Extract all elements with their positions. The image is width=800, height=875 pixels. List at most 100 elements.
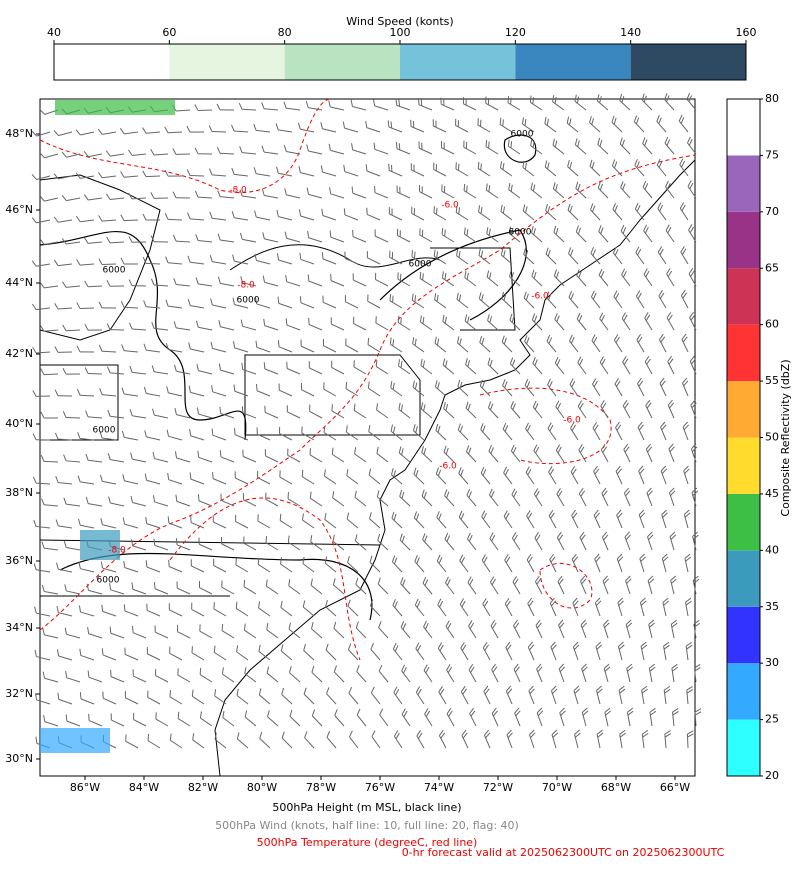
barb-feather [420,402,424,410]
barb-feather [393,730,399,737]
barb-staff [190,391,205,397]
wind-barb [39,152,59,159]
wind-barb [303,687,315,705]
barb-staff [548,471,557,485]
wind-barb [389,250,403,265]
barb-feather [643,268,648,275]
barb-feather [222,710,225,718]
barb-feather [615,465,621,472]
wind-barb [478,205,491,221]
barb-feather [143,343,147,351]
barb-staff [421,495,433,507]
barb-feather [401,448,404,456]
barb-staff [259,738,271,749]
barb-staff [682,426,689,441]
barb-staff [485,102,499,111]
barb-staff [244,716,257,727]
wind-barb [87,670,103,683]
wind-barb [457,423,469,441]
barb-feather [388,207,390,214]
barb-feather [368,468,372,476]
lat-label: 44°N [5,276,33,289]
wind-colorbar-segment [630,44,746,80]
barb-staff [551,734,557,749]
barb-feather [485,139,488,147]
barb-staff [35,482,51,485]
wind-barb [574,138,587,155]
barb-staff [668,492,675,507]
wind-barb [556,531,565,551]
wind-barb [188,385,205,397]
wind-barb [600,443,609,463]
barb-staff [505,690,513,705]
barb-staff [288,541,301,551]
barb-feather [124,691,126,698]
barb-staff [549,559,557,573]
temperature-contour [39,98,331,194]
barb-feather [558,619,564,626]
wind-barb [209,255,227,265]
barb-staff [323,388,337,397]
barb-staff [534,537,543,551]
wind-barb [33,519,51,529]
barb-feather [599,312,604,319]
barb-feather [457,120,459,127]
barb-staff [190,305,205,309]
wind-barb [468,663,477,683]
barb-feather [345,425,348,433]
barb-feather [627,707,634,713]
barb-feather [548,293,552,301]
barb-feather [188,342,191,350]
lat-label: 48°N [5,127,33,140]
wind-barb [468,620,477,639]
wind-barb [437,598,447,617]
barb-staff [635,252,645,265]
barb-feather [398,99,401,107]
barb-feather [686,686,693,691]
barb-feather [332,534,335,542]
barb-feather [234,471,236,479]
reflectivity-colorbar-segment [727,211,760,269]
wind-barb [101,648,117,661]
barb-feather [107,453,111,460]
wind-barb [641,685,648,705]
barb-staff [302,563,315,573]
wind-barb [345,338,359,353]
wind-barb [129,409,147,419]
wind-barb [612,203,623,221]
wind-barb [172,148,191,155]
barb-feather [546,334,551,342]
wind-barb [85,497,103,507]
barb-feather [579,446,585,453]
barb-feather [54,432,59,440]
barb-staff [419,147,433,155]
barb-feather [439,688,445,695]
barb-feather [524,335,528,342]
barb-feather [524,119,527,126]
barb-feather [443,98,445,106]
barb-feather [547,162,550,170]
barb-staff [446,669,455,683]
barb-staff [355,584,367,595]
barb-staff [389,300,403,309]
barb-feather [490,447,494,454]
lon-label: 70°W [542,781,572,794]
barb-feather [411,250,413,257]
barb-staff [590,209,601,221]
barb-staff [236,651,249,661]
barb-feather [530,732,536,738]
barb-feather [344,295,346,302]
barb-feather [324,556,328,564]
wind-barb [626,663,633,683]
wind-barb [553,225,565,243]
barb-feather [278,383,280,391]
barb-staff [124,131,139,135]
wind-barb [32,346,51,354]
barb-feather [567,160,570,167]
barb-feather [502,206,506,214]
wind-barb [668,443,675,463]
barb-feather [546,291,550,298]
barb-feather [687,733,694,738]
barb-feather [146,603,148,611]
barb-staff [169,652,183,661]
